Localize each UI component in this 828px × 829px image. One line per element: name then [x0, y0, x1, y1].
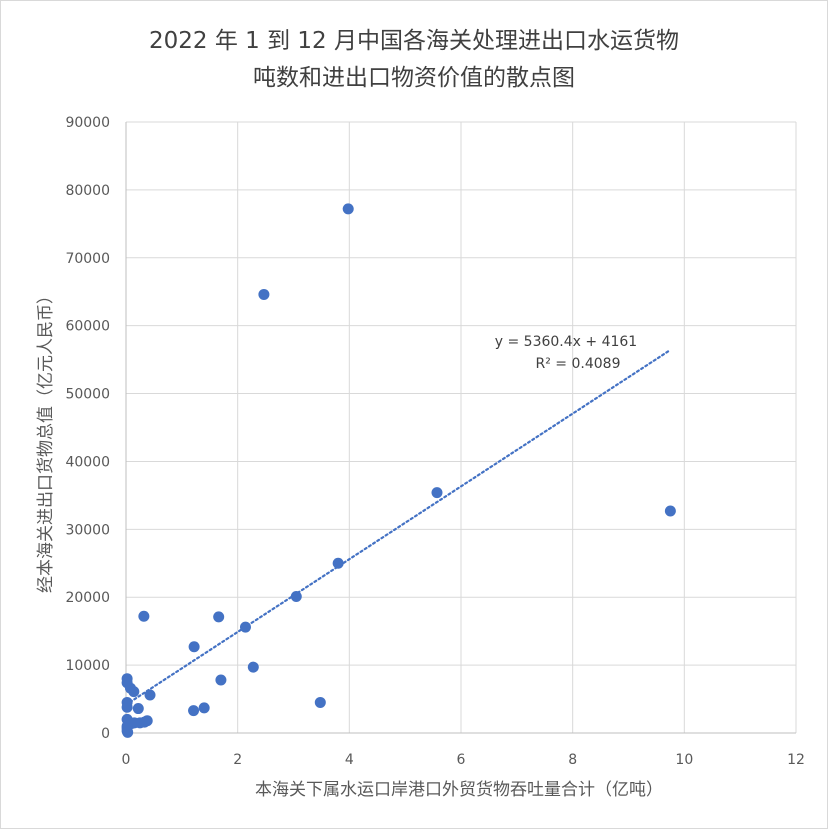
trendline-equation: y = 5360.4x + 4161 R² = 0.4089 — [495, 334, 637, 372]
gridlines — [125, 121, 797, 734]
axes — [125, 122, 796, 734]
x-axis-title: 本海关下属水运口岸港口外贸货物吞吐量合计（亿吨） — [255, 780, 663, 800]
y-tick-label: 0 — [101, 726, 110, 742]
data-point — [215, 674, 227, 686]
data-point — [314, 696, 326, 708]
chart-title: 2022 年 1 到 12 月中国各海关处理进出口水运货物 吨数和进出口物资价值… — [149, 28, 679, 91]
data-point — [128, 686, 140, 698]
x-tick-label: 0 — [122, 752, 131, 768]
data-point — [290, 591, 302, 603]
data-point — [239, 621, 251, 633]
y-axis-title: 经本海关进出口货物总值（亿元人民币） — [36, 287, 56, 593]
trendline — [124, 348, 672, 706]
data-point — [188, 705, 200, 717]
x-tick-label: 2 — [233, 752, 242, 768]
data-point — [144, 689, 156, 701]
chart-title-line-1: 2022 年 1 到 12 月中国各海关处理进出口水运货物 — [149, 28, 679, 54]
y-tick-label: 10000 — [65, 658, 110, 674]
y-tick-label: 40000 — [65, 454, 110, 470]
data-point — [342, 203, 354, 215]
y-tick-label: 30000 — [65, 522, 110, 538]
data-point — [198, 702, 210, 714]
data-point — [247, 661, 259, 673]
x-tick-label: 10 — [675, 752, 693, 768]
data-point — [332, 557, 344, 569]
tick-labels: 0 10000 20000 30000 40000 50000 60000 70000 8000… — [65, 115, 804, 768]
data-point — [213, 611, 225, 623]
y-tick-label: 20000 — [65, 590, 110, 606]
data-point — [141, 715, 153, 727]
data-point — [431, 487, 443, 499]
x-tick-label: 8 — [568, 752, 577, 768]
data-point — [121, 701, 133, 713]
data-point — [258, 288, 270, 300]
data-point — [664, 505, 676, 517]
x-tick-label: 4 — [345, 752, 354, 768]
trendline-group — [124, 348, 672, 706]
y-tick-label: 70000 — [65, 251, 110, 267]
x-tick-label: 6 — [457, 752, 466, 768]
data-point — [138, 610, 150, 622]
data-point — [188, 641, 200, 653]
y-tick-label: 60000 — [65, 319, 110, 335]
data-point — [132, 703, 144, 715]
y-tick-label: 90000 — [65, 115, 110, 131]
y-tick-label: 50000 — [65, 387, 110, 403]
y-tick-label: 80000 — [65, 183, 110, 199]
data-points — [121, 203, 676, 738]
chart-title-line-2: 吨数和进出口物资价值的散点图 — [253, 65, 575, 91]
data-point — [122, 726, 134, 738]
x-tick-label: 12 — [787, 752, 805, 768]
trendline-equation-label: y = 5360.4x + 4161 — [495, 334, 637, 350]
trendline-r2-label: R² = 0.4089 — [536, 356, 621, 372]
